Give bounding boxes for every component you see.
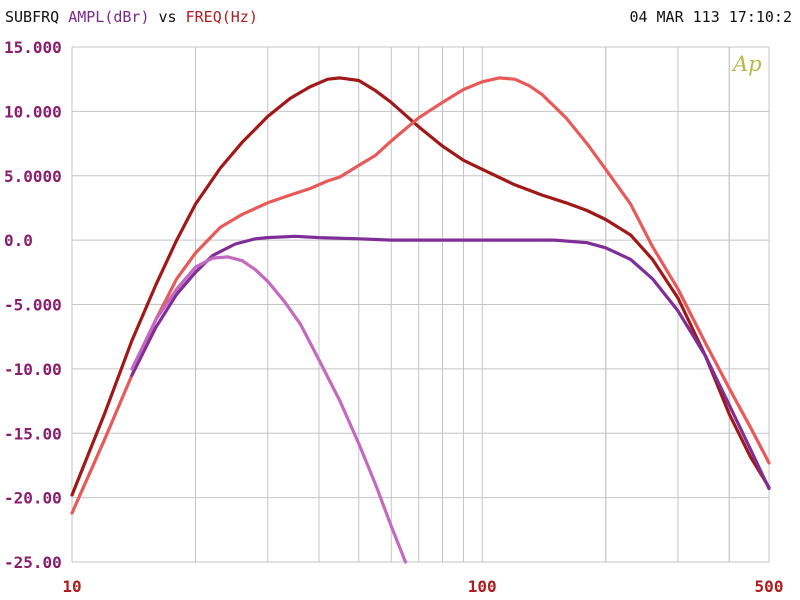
y-tick-labels: 15.000 10.000 5.0000 0.0 -5.000 -10.00 -15.00 -… (4, 38, 62, 572)
series-group (70, 76, 771, 564)
y-tick-label: 5.0000 (4, 167, 62, 186)
y-tick-label: -5.000 (4, 296, 62, 315)
y-tick-label: -10.00 (4, 360, 62, 379)
y-tick-label: -20.00 (4, 489, 62, 508)
x-tick-label: 10 (62, 577, 81, 596)
instrument-label: SUBFRQ (5, 8, 60, 26)
vs-label: vs (158, 8, 177, 26)
y-tick-label: -15.00 (4, 424, 62, 443)
plot-title: SUBFRQ AMPL(dBr) vs FREQ(Hz) (5, 8, 258, 26)
timestamp: 04 MAR 113 17:10:2 (629, 8, 792, 26)
y-tick-label: 15.000 (4, 38, 62, 57)
x-quantity-label: FREQ(Hz) (185, 8, 258, 26)
y-quantity-label: AMPL(dBr) (68, 8, 150, 26)
series-line-2 (70, 76, 771, 515)
x-tick-label: 500 (755, 577, 784, 596)
series-line-3 (130, 234, 771, 491)
x-tick-label: 100 (468, 577, 497, 596)
series-line-4 (130, 255, 408, 564)
grid (71, 46, 770, 563)
ap-logo: Ap (731, 52, 762, 76)
plot-header: SUBFRQ AMPL(dBr) vs FREQ(Hz) 04 MAR 113 … (0, 8, 800, 30)
y-tick-label: 0.0 (4, 231, 33, 250)
series-line-1 (70, 76, 771, 497)
x-tick-labels: 10 100 500 (62, 577, 783, 596)
y-tick-label: -25.00 (4, 553, 62, 572)
y-tick-label: 10.000 (4, 102, 62, 121)
